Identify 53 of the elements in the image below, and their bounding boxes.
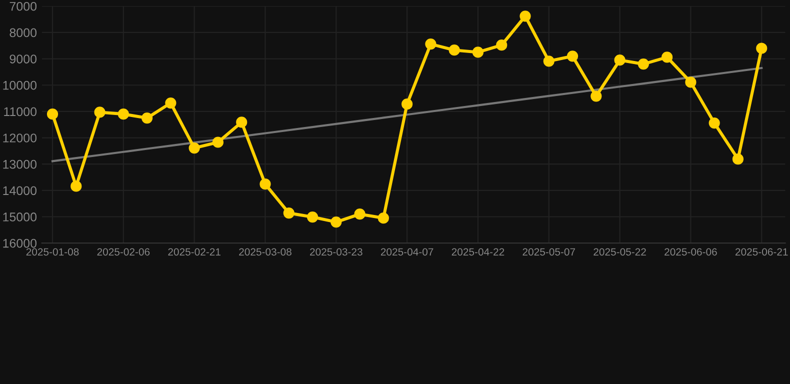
- point: [425, 38, 436, 50]
- point: [236, 116, 248, 128]
- y-tick-label: 7000: [10, 2, 37, 11]
- point: [614, 54, 626, 66]
- point: [448, 44, 460, 56]
- point: [756, 42, 768, 54]
- y-tick-label: 12000: [3, 134, 37, 142]
- x-tick-label: 2025-03-23: [310, 248, 362, 256]
- y-tick-label: 14000: [3, 186, 37, 196]
- point: [708, 117, 720, 129]
- point: [212, 136, 224, 148]
- point: [590, 90, 602, 102]
- x-tick-label: 2025-02-06: [97, 248, 150, 256]
- point: [165, 97, 176, 109]
- point: [330, 216, 342, 228]
- point: [142, 112, 153, 124]
- y-tick-label: 13000: [3, 160, 37, 169]
- x-tick-label: 2025-04-07: [380, 248, 434, 256]
- x-tick-label: 2025-05-22: [594, 248, 646, 256]
- point: [662, 52, 673, 63]
- point: [46, 108, 58, 120]
- y-tick-label: 15000: [3, 212, 37, 222]
- y-tick-label: 10000: [3, 80, 37, 90]
- point: [378, 212, 389, 224]
- line-series: [51, 66, 763, 162]
- point: [118, 108, 129, 120]
- point: [496, 40, 508, 51]
- x-tick-label: 2025-06-06: [664, 248, 717, 256]
- y-tick-label: 8000: [10, 28, 37, 38]
- point: [685, 76, 696, 88]
- point: [306, 211, 318, 223]
- point: [732, 154, 744, 165]
- point: [520, 10, 531, 22]
- y-tick-label: 11000: [4, 107, 37, 116]
- point: [566, 50, 578, 62]
- point: [543, 56, 554, 67]
- y-tick-label: 16000: [3, 238, 37, 248]
- point: [70, 180, 82, 192]
- point: [472, 46, 484, 58]
- point: [283, 208, 294, 219]
- x-tick-label: 2025-03-08: [239, 248, 292, 256]
- point: [354, 208, 366, 220]
- point: [188, 142, 200, 154]
- point: [260, 178, 271, 190]
- point: [638, 58, 649, 70]
- point: [402, 98, 413, 110]
- x-tick-label: 2025-04-22: [452, 248, 504, 256]
- x-tick-label: 2025-01-08: [26, 248, 79, 256]
- x-tick-label: 2025-02-21: [168, 248, 220, 256]
- point: [94, 106, 106, 118]
- x-tick-label: 2025-05-07: [522, 248, 576, 256]
- y-tick-label: 9000: [10, 54, 37, 64]
- x-tick-label: 2025-06-21: [736, 248, 788, 256]
